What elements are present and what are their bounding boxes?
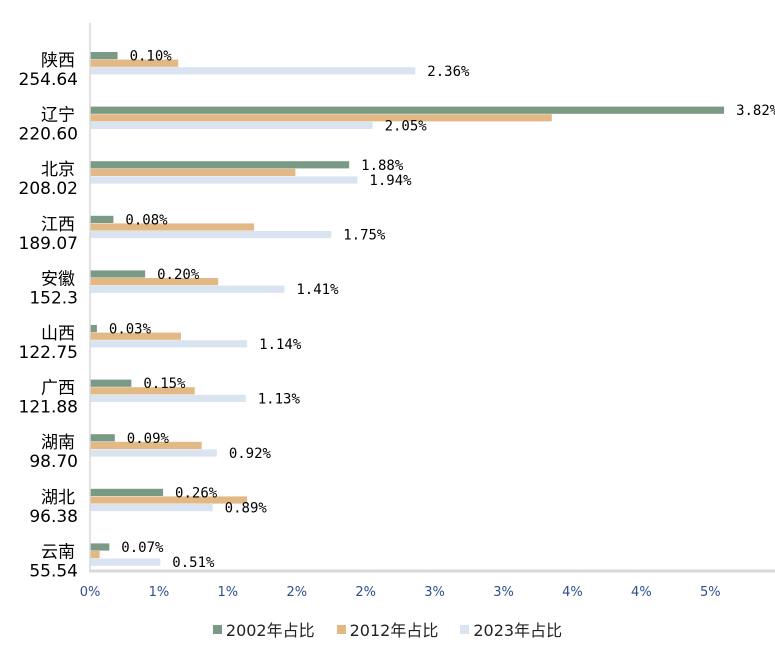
category-name-5: 山西 (41, 324, 75, 344)
category-name-3: 江西 (41, 215, 75, 235)
x-tick-label-5: 3% (424, 585, 445, 600)
bar-2002-5 (90, 325, 97, 333)
bar-2023-3 (90, 231, 332, 239)
bar-2023-8 (90, 504, 213, 512)
bar-2002-0 (90, 52, 118, 60)
legend-label-2002: 2002年占比 (225, 621, 315, 640)
category-name-2: 北京 (41, 160, 75, 180)
category-name-9: 云南 (41, 542, 75, 562)
data-label-2002-2: 1.88% (361, 158, 404, 174)
legend-label-2012: 2012年占比 (349, 621, 439, 640)
bar-2023-5 (90, 340, 248, 348)
x-tick-label-9: 5% (700, 585, 721, 600)
category-name-8: 湖北 (41, 488, 75, 508)
bar-2023-0 (90, 67, 416, 75)
category-value-5: 122.75 (19, 343, 78, 363)
x-tick-label-3: 2% (286, 585, 307, 600)
bar-2002-3 (90, 215, 114, 223)
data-label-2023-4: 1.41% (296, 282, 339, 298)
bar-2012-3 (90, 223, 255, 231)
category-value-0: 254.64 (19, 70, 78, 90)
x-tick-label-2: 1% (218, 585, 239, 600)
bar-2002-7 (90, 434, 115, 442)
x-tick-label-0: 0% (80, 585, 101, 600)
data-label-2002-7: 0.09% (127, 431, 170, 447)
bar-2012-4 (90, 278, 219, 286)
data-label-2002-8: 0.26% (175, 485, 218, 501)
bar-2023-6 (90, 394, 246, 402)
bar-2012-1 (90, 114, 552, 122)
legend-item-2002: 2002年占比 (212, 617, 315, 641)
category-name-0: 陕西 (41, 51, 75, 71)
bar-2012-9 (90, 551, 100, 559)
category-value-6: 121.88 (19, 398, 78, 418)
bar-2012-0 (90, 59, 179, 67)
category-name-1: 辽宁 (41, 106, 75, 126)
data-label-2023-2: 1.94% (369, 173, 412, 189)
data-label-2023-0: 2.36% (427, 64, 470, 80)
category-value-4: 152.3 (29, 288, 78, 308)
legend-swatch-2012 (336, 624, 346, 634)
data-label-2002-9: 0.07% (121, 540, 164, 556)
data-label-2002-0: 0.10% (130, 49, 173, 65)
bar-2002-4 (90, 270, 146, 278)
data-label-2002-6: 0.15% (143, 376, 186, 392)
category-value-8: 96.38 (29, 507, 78, 527)
x-tick-label-6: 3% (493, 585, 514, 600)
data-label-2023-9: 0.51% (172, 555, 215, 571)
bar-2002-2 (90, 161, 350, 169)
data-labels-layer: 0.10% 2.36% 3.82% 2.05% 1.88%1.94% 0.08% 1.75%… (109, 49, 775, 572)
category-name-7: 湖南 (41, 433, 75, 453)
bar-2023-7 (90, 449, 217, 457)
bar-2023-1 (90, 121, 373, 129)
x-tick-label-4: 2% (355, 585, 376, 600)
data-label-2023-1: 2.05% (385, 118, 428, 134)
data-label-2002-5: 0.03% (109, 322, 152, 338)
legend-swatch-2002 (212, 624, 222, 634)
data-label-2002-3: 0.08% (125, 212, 168, 228)
data-label-2023-8: 0.89% (225, 501, 268, 517)
category-name-4: 安徽 (41, 269, 75, 289)
category-value-1: 220.60 (19, 125, 78, 145)
x-tick-label-8: 4% (631, 585, 652, 600)
data-label-2023-5: 1.14% (259, 337, 302, 353)
bar-2002-6 (90, 379, 132, 387)
data-label-2023-7: 0.92% (229, 446, 272, 462)
category-value-2: 208.02 (19, 179, 78, 199)
data-label-2023-3: 1.75% (343, 228, 386, 244)
data-label-2002-4: 0.20% (157, 267, 200, 283)
bar-2002-1 (90, 106, 725, 114)
bar-2012-5 (90, 332, 181, 340)
x-tick-label-1: 1% (149, 585, 170, 600)
bar-2012-6 (90, 387, 195, 395)
bar-2023-2 (90, 176, 358, 184)
bar-2002-8 (90, 488, 164, 496)
bar-2023-4 (90, 285, 285, 293)
data-label-2002-1: 3.82% (736, 103, 775, 119)
legend: 2002年占比 2012年占比 2023年占比 (0, 617, 775, 641)
bar-2012-7 (90, 441, 202, 449)
legend-label-2023: 2023年占比 (473, 621, 563, 640)
bar-2012-8 (90, 496, 248, 504)
x-tick-labels-layer: 0% 1% 1% 2% 2% 3% 3% 4% 4% 5% (80, 585, 721, 600)
category-value-7: 98.70 (29, 452, 78, 472)
bar-2023-9 (90, 558, 161, 566)
legend-swatch-2023 (460, 624, 470, 634)
category-name-6: 广西 (41, 379, 75, 399)
legend-item-2023: 2023年占比 (460, 617, 562, 641)
legend-item-2012: 2012年占比 (336, 617, 439, 641)
category-value-9: 55.54 (29, 561, 78, 581)
bar-2002-9 (90, 543, 110, 551)
bars-layer (90, 52, 725, 566)
category-value-3: 189.07 (19, 234, 78, 254)
data-label-2023-6: 1.13% (258, 391, 301, 407)
bar-2012-2 (90, 168, 296, 176)
x-tick-label-7: 4% (562, 585, 583, 600)
